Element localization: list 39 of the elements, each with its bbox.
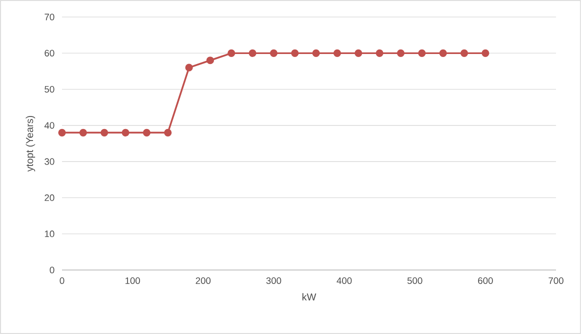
point [142,128,150,136]
point [58,128,66,136]
point [460,49,468,57]
y-tick-label: 20 [44,194,54,201]
point [418,49,426,57]
point [164,128,172,136]
point [482,49,490,57]
x-tick-label: 300 [266,277,282,284]
point [270,49,278,57]
y-tick-label: 50 [44,86,54,93]
y-tick-label: 10 [44,230,54,238]
point [439,49,447,57]
point [206,56,214,64]
point [228,49,236,57]
point [396,49,405,57]
point [122,128,130,136]
x-tick-label: 400 [336,277,352,284]
x-axis-title: kW [302,293,316,300]
point [248,49,256,57]
point [291,49,299,57]
x-tick-label: 0 [60,277,64,284]
x-tick-label: 600 [478,277,493,284]
point [333,49,342,57]
y-tick-label: 40 [44,122,54,129]
point [100,128,108,136]
point [354,49,362,57]
point [185,64,193,72]
x-tick-label: 100 [126,277,140,284]
x-tick-label: 700 [548,277,564,284]
x-tick-label: 200 [196,277,211,284]
x-tick-label: 500 [407,277,422,284]
point [79,128,87,136]
y-tick-label: 60 [44,50,54,56]
point [312,49,320,57]
y-tick-label: 0 [50,266,54,274]
y-axis-title: ytopt (Years) [26,116,36,172]
point [376,49,384,57]
y-tick-label: 30 [44,158,54,165]
y-tick-label: 70 [44,14,54,20]
